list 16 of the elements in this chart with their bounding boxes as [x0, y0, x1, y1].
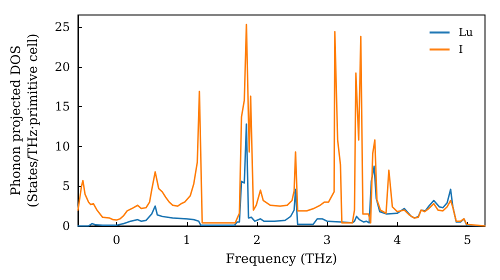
- x-tick-label: 4: [393, 233, 402, 247]
- y-tick-label: 5: [62, 179, 70, 194]
- x-tick-label: 5: [464, 233, 472, 247]
- y-tick-label: 15: [54, 100, 70, 114]
- x-tick-label: 1: [182, 233, 191, 247]
- legend-label: Lu: [458, 26, 473, 39]
- y-tick-label: 20: [54, 60, 70, 74]
- y-axis-title: Phonon projected DOS (States/THz·primitive cell): [9, 33, 41, 208]
- x-tick-label: 0: [112, 233, 120, 247]
- x-tick-label: 2: [253, 233, 261, 247]
- x-tick-label: 3: [323, 233, 331, 247]
- legend-label: I: [458, 43, 463, 56]
- y-tick-label: 25: [54, 20, 70, 34]
- y-tick-label: 10: [54, 139, 70, 154]
- y-tick-label: 0: [62, 219, 70, 233]
- x-axis-title: Frequency (THz): [226, 252, 338, 267]
